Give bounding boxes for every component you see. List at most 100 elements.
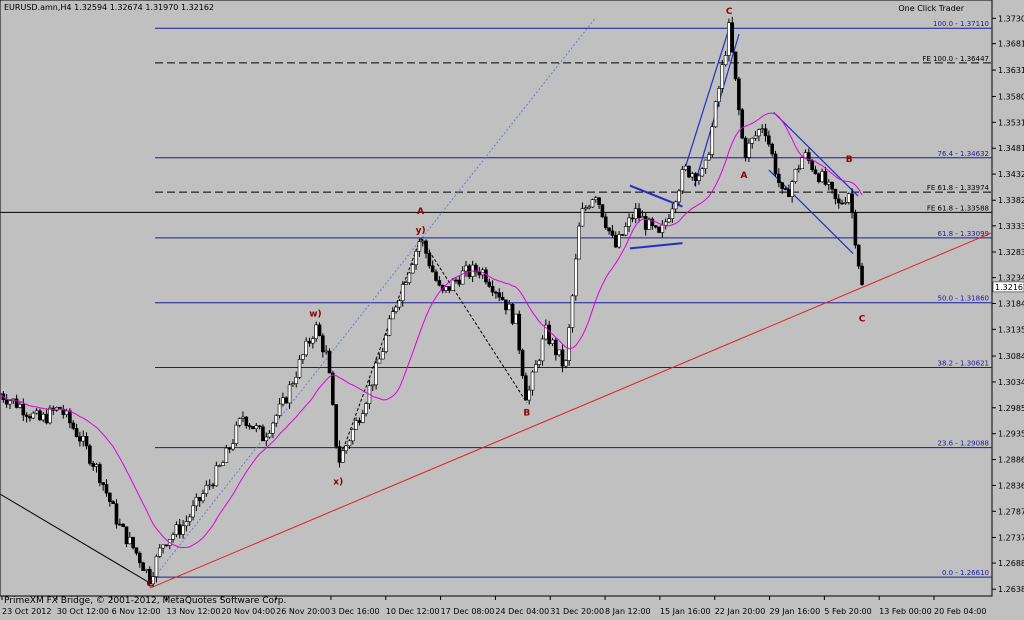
candle-body bbox=[277, 403, 282, 416]
candle-body bbox=[384, 334, 388, 352]
support-trendline bbox=[149, 232, 993, 589]
candle-body bbox=[856, 244, 861, 267]
candle-body bbox=[101, 482, 105, 485]
candle-body bbox=[217, 465, 222, 467]
candle-body bbox=[104, 484, 109, 494]
candle-body bbox=[850, 193, 854, 213]
candle-body bbox=[331, 372, 335, 405]
candle-body bbox=[364, 403, 368, 414]
candle-body bbox=[783, 188, 788, 190]
candle-body bbox=[241, 416, 245, 419]
y-tick-label: 1.36310 bbox=[998, 66, 1024, 75]
candle-body bbox=[587, 206, 591, 209]
candle-body bbox=[31, 412, 36, 419]
candle-body bbox=[201, 493, 205, 502]
candle-body bbox=[800, 157, 804, 169]
candle-body bbox=[830, 181, 834, 190]
one-click-trader-label[interactable]: One Click Trader bbox=[898, 4, 964, 13]
y-tick-label: 1.31350 bbox=[998, 325, 1024, 334]
candle-body bbox=[297, 359, 302, 378]
x-tick-label: 30 Oct 12:00 bbox=[57, 607, 109, 616]
candle-body bbox=[417, 241, 422, 252]
x-tick-label: 5 Feb 20:00 bbox=[824, 607, 871, 616]
candle-body bbox=[311, 338, 315, 344]
candle-body bbox=[743, 137, 748, 158]
candle-body bbox=[251, 426, 255, 430]
candle-body bbox=[88, 445, 92, 464]
x-tick-label: 31 Dec 20:00 bbox=[550, 607, 604, 616]
wave-label: B bbox=[846, 155, 853, 165]
x-tick-label: 13 Nov 12:00 bbox=[166, 607, 220, 616]
candle-body bbox=[407, 272, 412, 283]
x-tick-label: 20 Feb 04:00 bbox=[934, 607, 986, 616]
candle-body bbox=[610, 230, 615, 236]
candle-body bbox=[324, 350, 328, 353]
candle-body bbox=[810, 160, 814, 171]
candle-body bbox=[450, 279, 455, 291]
candle-body bbox=[344, 445, 348, 452]
candle-body bbox=[790, 181, 794, 197]
wave-label: C bbox=[859, 315, 866, 325]
candle-body bbox=[574, 258, 578, 297]
candle-body bbox=[530, 371, 535, 391]
candle-body bbox=[197, 497, 202, 502]
fib-level-label: 100.0 - 1.37110 bbox=[933, 20, 989, 28]
wave-label: C bbox=[146, 580, 153, 590]
candle-body bbox=[294, 377, 299, 384]
candle-body bbox=[673, 201, 678, 210]
candle-body bbox=[580, 208, 585, 227]
candle-body bbox=[224, 447, 229, 463]
candle-body bbox=[347, 440, 352, 447]
candle-body bbox=[633, 208, 638, 219]
candle-body bbox=[287, 384, 292, 404]
candle-body bbox=[840, 202, 844, 205]
candle-body bbox=[577, 225, 581, 260]
candle-body bbox=[517, 313, 522, 351]
candle-body bbox=[380, 351, 385, 360]
candle-body bbox=[420, 240, 425, 243]
y-tick-label: 1.26380 bbox=[998, 585, 1024, 594]
candle-body bbox=[154, 556, 159, 577]
candle-body bbox=[464, 265, 468, 272]
y-tick-label: 1.29355 bbox=[998, 430, 1024, 439]
candle-body bbox=[48, 407, 52, 424]
candle-body bbox=[351, 429, 355, 442]
x-tick-label: 6 Nov 12:00 bbox=[112, 607, 161, 616]
candle-body bbox=[121, 523, 125, 528]
pennant-lower bbox=[629, 242, 683, 250]
candle-body bbox=[813, 169, 818, 175]
x-tick-label: 3 Dec 16:00 bbox=[331, 607, 380, 616]
candle-body bbox=[211, 484, 215, 487]
candle-body bbox=[717, 88, 721, 103]
x-tick-label: 15 Jan 16:00 bbox=[660, 607, 711, 616]
candle-body bbox=[98, 464, 102, 483]
candle-body bbox=[71, 422, 76, 429]
candle-body bbox=[144, 569, 149, 571]
candle-body bbox=[537, 360, 541, 365]
candle-body bbox=[647, 218, 651, 230]
candle-body bbox=[94, 464, 99, 467]
candle-body bbox=[74, 428, 79, 437]
ma-line bbox=[0, 112, 863, 548]
candle-body bbox=[191, 505, 195, 518]
candle-body bbox=[534, 364, 538, 373]
candle-body bbox=[321, 335, 325, 353]
candle-body bbox=[237, 418, 242, 426]
candle-body bbox=[560, 349, 565, 367]
candle-body bbox=[214, 465, 219, 487]
candle-body bbox=[281, 397, 285, 405]
candle-body bbox=[271, 422, 275, 434]
candle-body bbox=[687, 165, 691, 178]
candle-body bbox=[24, 414, 29, 417]
candle-body bbox=[770, 143, 774, 155]
candle-body bbox=[600, 204, 605, 218]
candle-body bbox=[670, 208, 675, 219]
candle-body bbox=[623, 226, 628, 236]
candle-body bbox=[597, 197, 601, 205]
x-tick-label: 13 Feb 00:00 bbox=[879, 607, 931, 616]
wave-labels: C Ay) w) x) B A B C C bbox=[146, 7, 865, 589]
candle-body bbox=[720, 64, 725, 89]
candle-body bbox=[261, 426, 265, 442]
candle-body bbox=[680, 169, 685, 192]
